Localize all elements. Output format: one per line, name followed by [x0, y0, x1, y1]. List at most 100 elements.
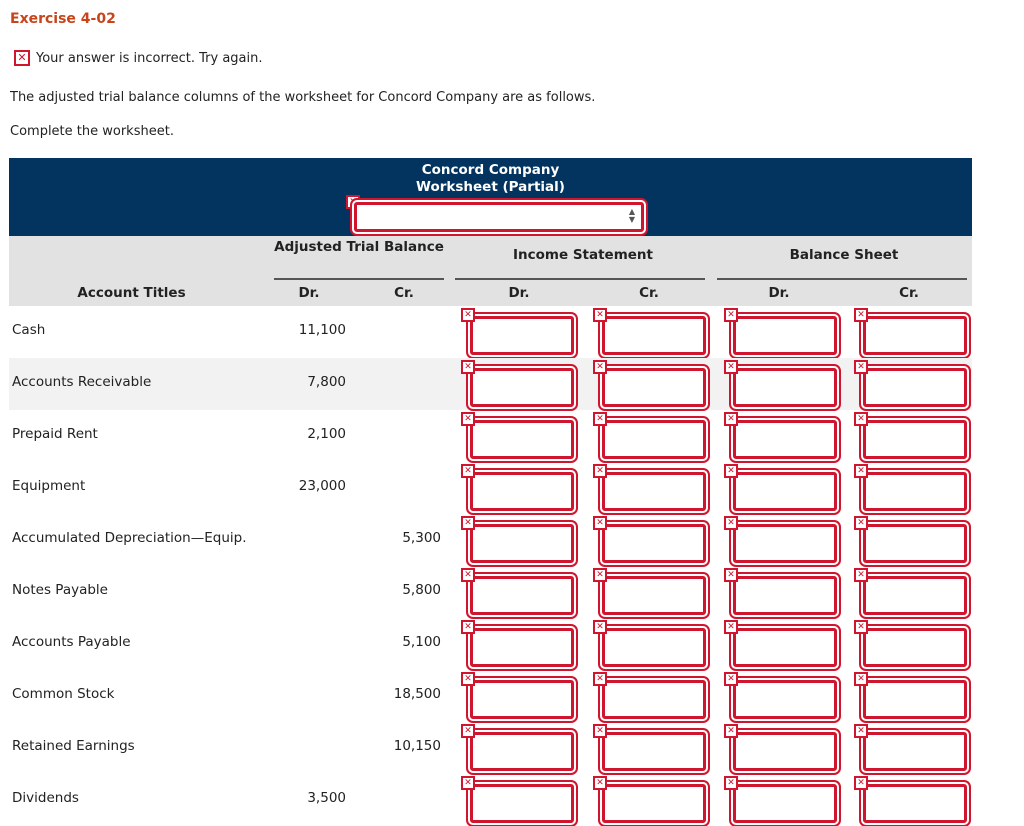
bs-cr-input[interactable] [863, 784, 967, 823]
is-dr-input[interactable] [470, 420, 574, 459]
feedback-text: Your answer is incorrect. Try again. [36, 50, 263, 66]
incorrect-x-icon: ✕ [854, 308, 868, 322]
column-headers: Adjusted Trial Balance Income Statement … [9, 236, 972, 306]
incorrect-x-icon: ✕ [854, 516, 868, 530]
bs-cr-input[interactable] [863, 316, 967, 355]
account-title: Accounts Payable [12, 634, 131, 650]
incorrect-x-icon: ✕ [461, 360, 475, 374]
bs-dr-input[interactable] [733, 628, 837, 667]
is-dr-input[interactable] [470, 472, 574, 511]
col-is-cr: Cr. [639, 285, 659, 301]
bs-dr-input[interactable] [733, 368, 837, 407]
bs-cr-input[interactable] [863, 628, 967, 667]
is-dr-input[interactable] [470, 316, 574, 355]
incorrect-x-icon: ✕ [724, 412, 738, 426]
is-cr-input[interactable] [602, 628, 706, 667]
bs-dr-input[interactable] [733, 420, 837, 459]
incorrect-x-icon: ✕ [724, 568, 738, 582]
is-cr-input[interactable] [602, 576, 706, 615]
atb-dr-amount: 2,100 [307, 426, 346, 442]
is-cr-input[interactable] [602, 472, 706, 511]
table-row: Prepaid Rent 2,100 ✕ ✕ ✕ ✕ [9, 410, 972, 462]
intro-text: The adjusted trial balance columns of th… [10, 90, 596, 105]
incorrect-x-icon: ✕ [724, 360, 738, 374]
is-dr-input[interactable] [470, 732, 574, 771]
incorrect-x-icon: ✕ [593, 516, 607, 530]
incorrect-x-icon: ✕ [593, 412, 607, 426]
bs-cr-input[interactable] [863, 524, 967, 563]
exercise-title: Exercise 4-02 [10, 11, 116, 27]
is-cr-input[interactable] [602, 732, 706, 771]
bs-dr-input[interactable] [733, 472, 837, 511]
incorrect-x-icon: ✕ [854, 620, 868, 634]
account-title: Accounts Receivable [12, 374, 152, 390]
incorrect-x-icon: ✕ [724, 672, 738, 686]
is-dr-input[interactable] [470, 784, 574, 823]
account-title: Retained Earnings [12, 738, 135, 754]
table-row: Cash 11,100 ✕ ✕ ✕ ✕ [9, 306, 972, 358]
bs-cr-input[interactable] [863, 420, 967, 459]
incorrect-x-icon: ✕ [593, 568, 607, 582]
is-cr-input[interactable] [602, 680, 706, 719]
bs-dr-input[interactable] [733, 316, 837, 355]
instruction-text: Complete the worksheet. [10, 124, 174, 139]
col-account-titles: Account Titles [77, 285, 186, 301]
incorrect-x-icon: ✕ [724, 620, 738, 634]
incorrect-x-icon: ✕ [854, 672, 868, 686]
company-name: Concord Company [421, 162, 560, 178]
table-row: Accounts Payable 5,100 ✕ ✕ ✕ ✕ [9, 618, 972, 670]
group-balance-sheet: Balance Sheet [789, 247, 899, 263]
bs-cr-input[interactable] [863, 472, 967, 511]
bs-dr-input[interactable] [733, 576, 837, 615]
is-cr-input[interactable] [602, 316, 706, 355]
bs-dr-input[interactable] [733, 732, 837, 771]
bs-dr-input[interactable] [733, 680, 837, 719]
incorrect-x-icon: ✕ [593, 308, 607, 322]
is-cr-input[interactable] [602, 420, 706, 459]
table-row: Accumulated Depreciation—Equip. 5,300 ✕ ✕ ✕ ✕ [9, 514, 972, 566]
bs-cr-input[interactable] [863, 680, 967, 719]
account-title: Prepaid Rent [12, 426, 98, 442]
incorrect-x-icon: ✕ [854, 724, 868, 738]
is-dr-input[interactable] [470, 368, 574, 407]
date-dropdown[interactable]: ▲ ▼ [354, 202, 644, 232]
col-is-dr: Dr. [508, 285, 530, 301]
is-dr-input[interactable] [470, 524, 574, 563]
incorrect-x-icon: ✕ [854, 776, 868, 790]
incorrect-x-icon: ✕ [724, 308, 738, 322]
bs-cr-input[interactable] [863, 732, 967, 771]
atb-cr-amount: 5,100 [402, 634, 441, 650]
divider [274, 278, 444, 280]
worksheet-heading: Concord Company Worksheet (Partial) [9, 162, 972, 196]
atb-dr-amount: 11,100 [298, 322, 346, 338]
incorrect-x-icon: ✕ [593, 724, 607, 738]
bs-cr-input[interactable] [863, 368, 967, 407]
bs-dr-input[interactable] [733, 784, 837, 823]
table-row: Notes Payable 5,800 ✕ ✕ ✕ ✕ [9, 566, 972, 618]
is-cr-input[interactable] [602, 524, 706, 563]
worksheet-header: Concord Company Worksheet (Partial) ✕ ▲ ▼ [9, 158, 972, 236]
is-dr-input[interactable] [470, 628, 574, 667]
incorrect-x-icon: ✕ [854, 568, 868, 582]
is-cr-input[interactable] [602, 784, 706, 823]
atb-dr-amount: 3,500 [307, 790, 346, 806]
bs-dr-input[interactable] [733, 524, 837, 563]
table-row: Common Stock 18,500 ✕ ✕ ✕ ✕ [9, 670, 972, 722]
atb-cr-amount: 5,300 [402, 530, 441, 546]
incorrect-x-icon: ✕ [593, 776, 607, 790]
incorrect-x-icon: ✕ [461, 308, 475, 322]
col-bs-dr: Dr. [768, 285, 790, 301]
is-dr-input[interactable] [470, 576, 574, 615]
is-dr-input[interactable] [470, 680, 574, 719]
atb-dr-amount: 23,000 [298, 478, 346, 494]
account-title: Dividends [12, 790, 79, 806]
account-title: Notes Payable [12, 582, 108, 598]
incorrect-x-icon: ✕ [854, 464, 868, 478]
atb-cr-amount: 18,500 [393, 686, 441, 702]
table-row: Accounts Receivable 7,800 ✕ ✕ ✕ ✕ [9, 358, 972, 410]
incorrect-x-icon: ✕ [724, 464, 738, 478]
bs-cr-input[interactable] [863, 576, 967, 615]
is-cr-input[interactable] [602, 368, 706, 407]
divider [455, 278, 705, 280]
divider [717, 278, 967, 280]
